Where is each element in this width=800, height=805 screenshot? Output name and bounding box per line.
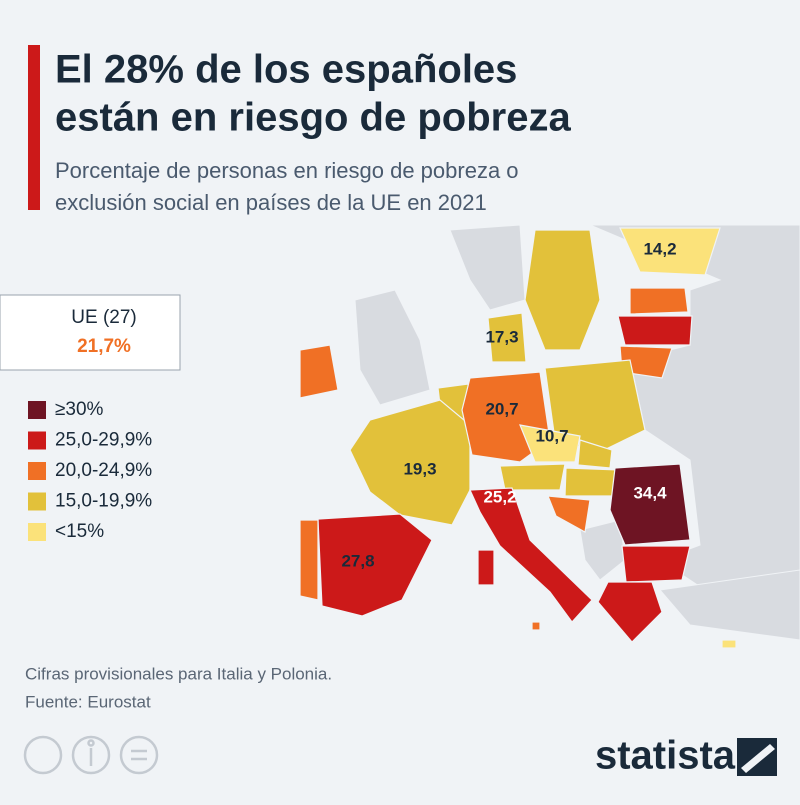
land xyxy=(354,289,431,406)
legend-swatch xyxy=(28,401,46,419)
legend-label: 25,0-29,9% xyxy=(55,430,152,451)
country xyxy=(547,495,591,533)
country xyxy=(519,424,581,463)
map-label: 19,3 xyxy=(403,459,436,478)
license-icons xyxy=(23,735,159,775)
country xyxy=(524,229,601,351)
source: Fuente: Eurostat xyxy=(25,692,151,711)
land xyxy=(579,519,626,581)
map-label: 17,3 xyxy=(485,327,518,346)
legend-label: <15% xyxy=(55,521,104,542)
country xyxy=(299,344,339,399)
country xyxy=(301,513,433,617)
legend-swatch xyxy=(28,431,46,450)
country xyxy=(617,315,693,346)
brand-logo xyxy=(737,738,777,776)
subtitle-line: Porcentaje de personas en riesgo de pobr… xyxy=(55,158,519,183)
country xyxy=(621,545,691,583)
eu-box xyxy=(0,294,181,371)
accent-bar xyxy=(28,45,40,210)
map xyxy=(299,224,800,649)
map-label: 10,7 xyxy=(535,426,568,445)
eu-value: 21,7% xyxy=(77,336,131,357)
country xyxy=(619,227,721,276)
legend-label: 20,0-24,9% xyxy=(55,460,152,481)
country xyxy=(299,519,319,601)
map-label: 25,2 xyxy=(483,487,516,506)
footnote: Cifras provisionales para Italia y Polon… xyxy=(25,664,332,683)
country xyxy=(609,463,691,546)
subtitle-line: exclusión social en países de la UE en 2… xyxy=(55,190,487,215)
map-label: 14,2 xyxy=(643,239,676,258)
country xyxy=(629,287,689,315)
map-label: 27,8 xyxy=(341,551,374,570)
title-line: El 28% de los españoles xyxy=(55,48,517,92)
country xyxy=(499,463,566,491)
map-label: 34,4 xyxy=(633,483,667,502)
land xyxy=(589,224,800,641)
country xyxy=(349,399,471,526)
brand: statista xyxy=(595,734,736,778)
country xyxy=(469,487,593,623)
country xyxy=(477,549,495,586)
legend-swatch xyxy=(28,462,46,480)
eu-label: UE (27) xyxy=(71,307,136,328)
map-label: 20,7 xyxy=(485,399,518,418)
legend-label: ≥30% xyxy=(55,399,104,420)
country xyxy=(721,639,737,649)
legend-swatch xyxy=(28,492,46,511)
land xyxy=(659,569,800,641)
land xyxy=(449,224,526,311)
country xyxy=(531,621,541,631)
country xyxy=(544,359,646,453)
country xyxy=(597,581,663,643)
country xyxy=(577,439,613,469)
legend: ≥30% 25,0-29,9% 20,0-24,9% 15,0-19,9% <15% xyxy=(28,399,152,542)
title-line: están en riesgo de pobreza xyxy=(55,96,571,140)
country xyxy=(487,312,527,363)
legend-swatch xyxy=(28,523,46,541)
legend-label: 15,0-19,9% xyxy=(55,491,152,512)
